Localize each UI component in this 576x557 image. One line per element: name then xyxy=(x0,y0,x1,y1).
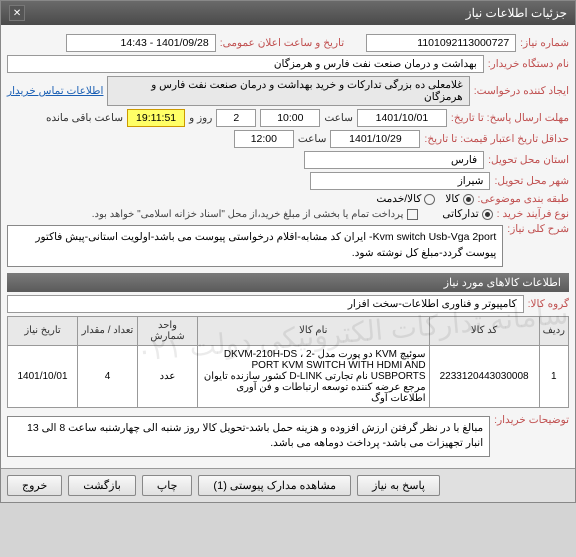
back-button[interactable]: بازگشت xyxy=(68,475,136,496)
cell-unit: عدد xyxy=(138,345,198,407)
th-unit: واحد شمارش xyxy=(138,316,198,345)
countdown: 19:11:51 xyxy=(127,109,185,127)
province-field: فارس xyxy=(304,151,484,169)
cell-qty: 4 xyxy=(78,345,138,407)
remaining-suffix: ساعت باقی مانده xyxy=(46,112,123,124)
titlebar: جزئیات اطلاعات نیاز ✕ xyxy=(1,1,575,25)
announce-label: تاریخ و ساعت اعلان عمومی: xyxy=(220,37,344,49)
validity-label: حداقل تاریخ اعتبار قیمت: تا تاریخ: xyxy=(424,133,569,145)
process-label: نوع فرآیند خرید : xyxy=(497,208,569,220)
cell-idx: 1 xyxy=(539,345,568,407)
deadline-send-time: 10:00 xyxy=(260,109,320,127)
group-field: کامپیوتر و فناوری اطلاعات-سخت افزار xyxy=(7,295,524,313)
category-label: طبقه بندی موضوعی: xyxy=(478,193,569,205)
validity-date: 1401/10/29 xyxy=(330,130,420,148)
remaining-unit: روز و xyxy=(189,112,212,124)
group-label: گروه کالا: xyxy=(528,298,569,310)
cell-code: 2233120443030008 xyxy=(429,345,539,407)
close-icon[interactable]: ✕ xyxy=(9,5,25,21)
creator-field: غلامعلی ده بزرگی تدارکات و خرید بهداشت و… xyxy=(107,76,469,106)
province-label: استان محل تحویل: xyxy=(488,154,569,166)
cell-name: سوئیچ KVM دو پورت مدل DKVM-210H-DS ، 2-P… xyxy=(198,345,430,407)
print-button[interactable]: چاپ xyxy=(142,475,193,496)
validity-time: 12:00 xyxy=(234,130,294,148)
th-name: نام کالا xyxy=(198,316,430,345)
radio-kala[interactable]: کالا xyxy=(445,193,473,205)
th-date: تاریخ نیاز xyxy=(8,316,78,345)
overall-desc-box: Kvm switch Usb-Vga 2port- ایران کد مشابه… xyxy=(7,225,503,267)
remaining-days: 2 xyxy=(216,109,256,127)
radio-khadamat[interactable]: کالا/خدمت xyxy=(376,193,435,205)
respond-button[interactable]: پاسخ به نیاز xyxy=(357,475,440,496)
th-idx: ردیف xyxy=(539,316,568,345)
creator-label: ایجاد کننده درخواست: xyxy=(474,85,569,97)
process-radio-group: تدارکاتی xyxy=(442,208,492,220)
need-no-field: 1101092113000727 xyxy=(366,34,516,52)
buyer-notes-label: توضیحات خریدار: xyxy=(494,414,569,426)
buyer-notes-box: مبالغ با در نظر گرفتن ارزش افزوده و هزین… xyxy=(7,416,490,458)
deadline-send-date: 1401/10/01 xyxy=(357,109,447,127)
buyer-org-label: نام دستگاه خریدار: xyxy=(488,58,569,70)
deadline-send-label: مهلت ارسال پاسخ: تا تاریخ: xyxy=(451,112,569,124)
payment-note: پرداخت تمام یا بخشی از مبلغ خرید،از محل … xyxy=(92,209,404,220)
payment-checkbox[interactable] xyxy=(407,209,418,220)
contact-link[interactable]: اطلاعات تماس خریدار xyxy=(7,85,103,97)
th-qty: تعداد / مقدار xyxy=(78,316,138,345)
radio-tadaroka[interactable]: تدارکاتی xyxy=(442,208,492,220)
need-no-label: شماره نیاز: xyxy=(520,37,569,49)
time-label-1: ساعت xyxy=(324,112,353,124)
city-field: شیراز xyxy=(310,172,490,190)
section-items-header: اطلاعات کالاهای مورد نیاز xyxy=(7,273,569,292)
table-row[interactable]: 1 2233120443030008 سوئیچ KVM دو پورت مدل… xyxy=(8,345,569,407)
footer: خروج بازگشت چاپ مشاهده مدارک پیوستی (1) … xyxy=(1,468,575,502)
category-radio-group: کالا کالا/خدمت xyxy=(376,193,473,205)
buyer-org-field: بهداشت و درمان صنعت نفت فارس و هرمزگان xyxy=(7,55,484,73)
attachments-button[interactable]: مشاهده مدارک پیوستی (1) xyxy=(198,475,351,496)
cell-date: 1401/10/01 xyxy=(8,345,78,407)
th-code: کد کالا xyxy=(429,316,539,345)
exit-button[interactable]: خروج xyxy=(7,475,62,496)
items-table: ردیف کد کالا نام کالا واحد شمارش تعداد /… xyxy=(7,316,569,408)
window-title: جزئیات اطلاعات نیاز xyxy=(466,6,567,20)
city-label: شهر محل تحویل: xyxy=(494,175,569,187)
overall-desc-label: شرح کلی نیاز: xyxy=(507,223,569,235)
announce-field: 1401/09/28 - 14:43 xyxy=(66,34,216,52)
time-label-2: ساعت xyxy=(298,133,327,145)
